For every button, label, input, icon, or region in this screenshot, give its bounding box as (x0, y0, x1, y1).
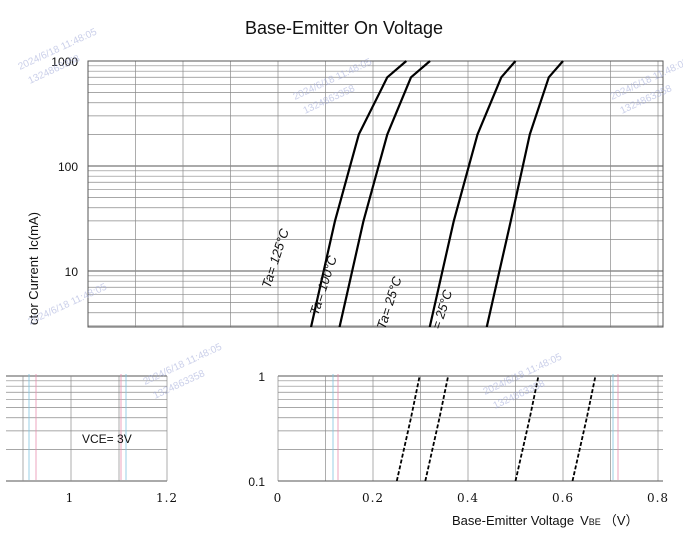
series-curve (428, 60, 517, 327)
x-tick-label: 0.2 (362, 491, 384, 505)
x-tick-label: 0.4 (457, 491, 479, 505)
panel-gap (0, 328, 683, 374)
x-tick-label: 0 (274, 491, 283, 505)
condition-label: VCE= 3V (82, 432, 132, 446)
series-label: Ta= 100°C (307, 253, 340, 317)
curves (309, 60, 597, 481)
x-tick-label: 0.8 (647, 491, 669, 505)
x-tick-label: 0.6 (552, 491, 574, 505)
series-curve (309, 60, 408, 327)
grid-left-panel (6, 375, 168, 482)
y-tick-label: 1 (258, 370, 265, 384)
x-axis-label: Base-Emitter Voltage VBE （V） (452, 513, 638, 528)
x-tick-label-left: 1.2 (156, 491, 178, 505)
series-curve (338, 60, 431, 327)
series-label: Ta= 125°C (259, 226, 292, 290)
grid-top-panel (87, 60, 664, 328)
chart-title: Base-Emitter On Voltage (245, 18, 443, 38)
series-curve (485, 60, 564, 327)
scan-artifacts (0, 328, 683, 480)
plot-frame-top (87, 60, 664, 328)
x-tick-label-left: 1 (66, 491, 75, 505)
y-axis-label: ctor CurrentIc(mA) (26, 212, 41, 325)
y-tick-label: 1000 (51, 55, 78, 69)
y-tick-label: 100 (58, 160, 78, 174)
y-tick-label: 0.1 (248, 475, 265, 489)
y-tick-label: 10 (65, 265, 79, 279)
grid-bottom-panel (277, 375, 663, 482)
